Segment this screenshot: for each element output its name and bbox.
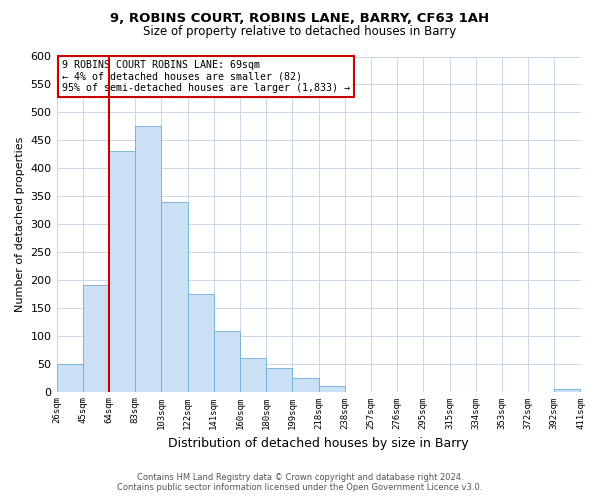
Text: Size of property relative to detached houses in Barry: Size of property relative to detached ho… <box>143 25 457 38</box>
X-axis label: Distribution of detached houses by size in Barry: Distribution of detached houses by size … <box>168 437 469 450</box>
Bar <box>554 389 580 392</box>
Bar <box>161 202 188 392</box>
Bar <box>188 294 214 392</box>
Text: Contains HM Land Registry data © Crown copyright and database right 2024.
Contai: Contains HM Land Registry data © Crown c… <box>118 473 482 492</box>
Y-axis label: Number of detached properties: Number of detached properties <box>15 136 25 312</box>
Bar <box>319 386 345 392</box>
Bar <box>83 286 109 392</box>
Bar <box>266 368 292 392</box>
Bar <box>56 364 83 392</box>
Text: 9, ROBINS COURT, ROBINS LANE, BARRY, CF63 1AH: 9, ROBINS COURT, ROBINS LANE, BARRY, CF6… <box>110 12 490 26</box>
Bar <box>109 152 135 392</box>
Bar <box>292 378 319 392</box>
Text: 9 ROBINS COURT ROBINS LANE: 69sqm
← 4% of detached houses are smaller (82)
95% o: 9 ROBINS COURT ROBINS LANE: 69sqm ← 4% o… <box>62 60 350 93</box>
Bar <box>214 331 240 392</box>
Bar <box>240 358 266 392</box>
Bar <box>135 126 161 392</box>
